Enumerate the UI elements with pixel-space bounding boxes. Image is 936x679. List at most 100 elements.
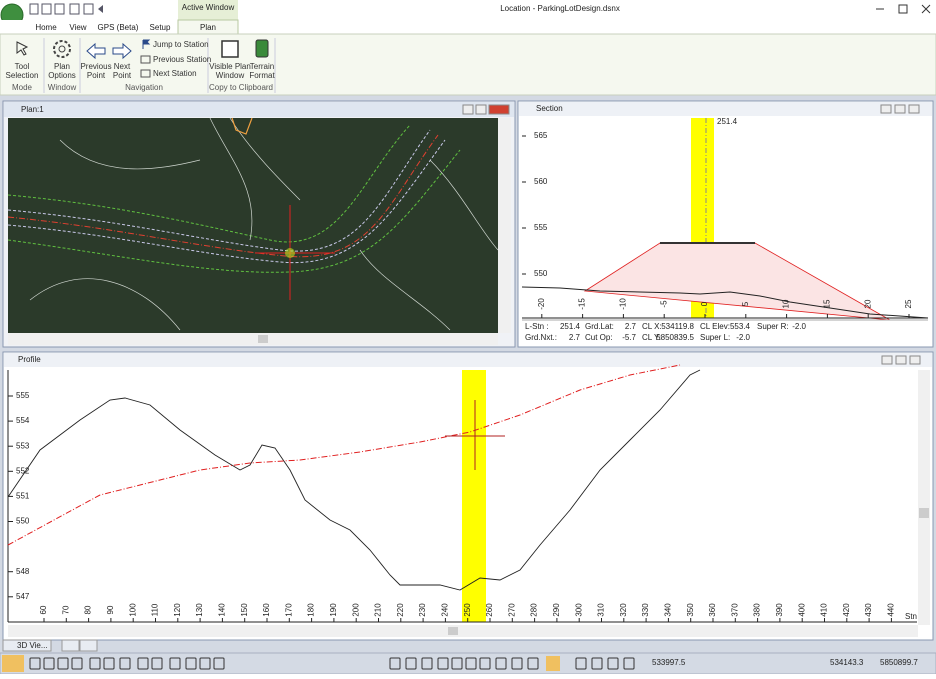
button-label: Format xyxy=(249,71,275,80)
next-point-button[interactable]: Next Point xyxy=(112,42,132,80)
scrollbar[interactable] xyxy=(8,333,498,345)
tool[interactable] xyxy=(575,657,587,670)
panel-minimize[interactable] xyxy=(881,355,893,365)
group-label: Mode xyxy=(12,83,33,92)
tool[interactable] xyxy=(103,657,115,670)
x-tick-label: 110 xyxy=(151,603,160,616)
jump-to-station-button[interactable]: Jump to Station xyxy=(142,39,209,49)
tab[interactable] xyxy=(2,639,52,652)
tool[interactable] xyxy=(405,657,417,670)
x-tick-label: 280 xyxy=(530,603,539,617)
panel-maximize[interactable] xyxy=(894,104,906,114)
scrollbar[interactable] xyxy=(8,625,918,637)
panel-close[interactable] xyxy=(909,355,921,365)
button-label: Terrain xyxy=(250,62,274,71)
x-tick-label: 380 xyxy=(753,603,762,617)
panel-minimize[interactable] xyxy=(462,104,474,115)
panel-minimize[interactable] xyxy=(880,104,892,114)
status-value: 534143.3 xyxy=(830,658,864,667)
info-text: Cut Op: xyxy=(585,333,613,342)
previous-station-button[interactable]: Previous Station xyxy=(140,55,211,64)
tool-selection-button[interactable]: Tool Selection xyxy=(6,41,39,80)
window-title: Location - ParkingLotDesign.dsnx xyxy=(500,4,620,13)
x-tick-label: 120 xyxy=(173,603,182,617)
panel-title: Plan:1 xyxy=(21,105,44,114)
tool[interactable] xyxy=(169,657,181,670)
tab[interactable] xyxy=(79,639,98,652)
scrollbar[interactable] xyxy=(498,118,511,333)
tool[interactable] xyxy=(213,657,225,670)
terrain-format-button[interactable]: Terrain Format xyxy=(249,39,275,80)
tool[interactable] xyxy=(151,657,163,670)
tool[interactable] xyxy=(623,657,635,670)
y-tick-label: 550 xyxy=(534,269,548,278)
tool[interactable] xyxy=(199,657,211,670)
x-tick-label: 170 xyxy=(284,603,293,617)
panel-maximize[interactable] xyxy=(895,355,907,365)
info-text: -2.0 xyxy=(792,322,806,331)
ribbon-tab[interactable]: Plan xyxy=(200,23,216,32)
ribbon-tab[interactable]: Home xyxy=(35,23,57,32)
x-tick-label: 290 xyxy=(552,603,561,617)
button-label: Options xyxy=(48,71,76,80)
previous-point-button[interactable]: Previous Point xyxy=(80,42,112,80)
x-tick-label: 390 xyxy=(775,603,784,617)
info-text: Grd.Lat: xyxy=(585,322,614,331)
tool[interactable] xyxy=(479,657,491,670)
tool[interactable] xyxy=(2,655,24,672)
tool[interactable] xyxy=(57,657,69,670)
x-tick-label: 0 xyxy=(700,301,709,306)
x-tick-label: 90 xyxy=(106,605,115,614)
scrollbar[interactable] xyxy=(918,370,930,625)
info-text: CL X: xyxy=(642,322,662,331)
visible-plan-window-button[interactable]: Visible Plan Window xyxy=(209,40,251,80)
status-value: 533997.5 xyxy=(652,658,686,667)
tool[interactable] xyxy=(89,657,101,670)
tool[interactable] xyxy=(465,657,477,670)
x-tick-label: 150 xyxy=(240,603,249,617)
plan-options-button[interactable]: Plan Options xyxy=(48,40,76,80)
button-label: Selection xyxy=(6,71,39,80)
ribbon-tab[interactable]: View xyxy=(69,23,86,32)
tool[interactable] xyxy=(451,657,463,670)
panel-close[interactable] xyxy=(908,104,920,114)
x-tick-label: 80 xyxy=(84,605,93,614)
panel-close[interactable] xyxy=(488,104,510,115)
tool[interactable] xyxy=(495,657,507,670)
info-text: 553.4 xyxy=(730,322,751,331)
x-tick-label: 300 xyxy=(574,603,583,617)
info-text: 534119.8 xyxy=(661,322,694,331)
tool[interactable] xyxy=(43,657,55,670)
button-label: Jump to Station xyxy=(153,40,209,49)
y-tick-label: 565 xyxy=(534,131,548,140)
tab-label: 3D Vie... xyxy=(17,641,48,650)
tool[interactable] xyxy=(137,657,149,670)
aerial-image xyxy=(8,118,498,333)
close[interactable] xyxy=(921,4,931,14)
maximize[interactable] xyxy=(898,4,908,14)
tool[interactable] xyxy=(389,657,401,670)
button-label: Window xyxy=(216,71,245,80)
tool[interactable] xyxy=(607,657,619,670)
tool[interactable] xyxy=(71,657,83,670)
tool[interactable] xyxy=(527,657,539,670)
tool[interactable] xyxy=(437,657,449,670)
tool[interactable] xyxy=(421,657,433,670)
x-tick-label: 140 xyxy=(218,603,227,617)
tool[interactable] xyxy=(29,657,41,670)
x-tick-label: -5 xyxy=(659,300,668,308)
tool[interactable] xyxy=(119,657,131,670)
y-tick-label: 547 xyxy=(16,592,30,601)
ribbon-tab[interactable]: GPS (Beta) xyxy=(98,23,139,32)
ribbon-tab[interactable]: Setup xyxy=(150,23,171,32)
next-station-button[interactable]: Next Station xyxy=(140,69,197,78)
tool[interactable] xyxy=(546,656,560,671)
tab[interactable] xyxy=(61,639,80,652)
tool[interactable] xyxy=(591,657,603,670)
tool[interactable] xyxy=(511,657,523,670)
panel-title: Profile xyxy=(18,355,41,364)
panel-maximize[interactable] xyxy=(475,104,487,115)
x-tick-label: 320 xyxy=(619,603,628,617)
tool[interactable] xyxy=(185,657,197,670)
x-tick-label: 430 xyxy=(864,603,873,617)
